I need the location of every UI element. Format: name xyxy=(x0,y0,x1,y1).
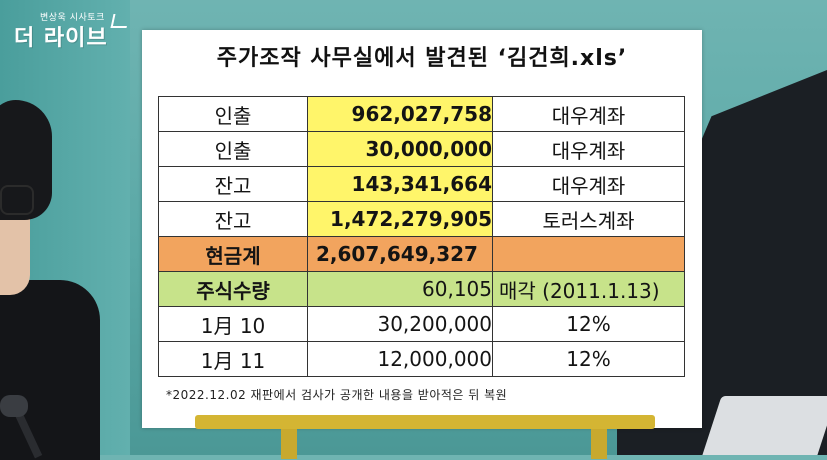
row-amount: 30,000,000 xyxy=(307,131,493,167)
row-label: 1月 11 xyxy=(158,341,308,377)
row-label: 잔고 xyxy=(158,166,308,202)
board-title: 주가조작 사무실에서 발견된 ‘김건희.xls’ xyxy=(216,46,628,71)
microphone xyxy=(0,395,43,459)
row-note: 12% xyxy=(492,341,685,377)
easel-leg-left xyxy=(281,429,297,459)
microphone-head xyxy=(0,395,28,417)
row-amount: 12,000,000 xyxy=(307,341,493,377)
easel-stand xyxy=(195,415,655,459)
presenter-glasses xyxy=(0,185,34,215)
row-label: 인출 xyxy=(158,131,308,167)
table-row: 잔고 143,341,664 대우계좌 xyxy=(158,166,685,202)
table-row: 인출 30,000,000 대우계좌 xyxy=(158,131,685,167)
laptop xyxy=(702,396,827,455)
row-amount: 962,027,758 xyxy=(307,96,493,132)
row-note: 대우계좌 xyxy=(492,96,685,132)
row-note: 매각 (2011.1.13) xyxy=(492,271,685,307)
table-row: 1月 10 30,200,000 12% xyxy=(158,306,685,342)
easel-leg-right xyxy=(591,429,607,459)
presenter-hair xyxy=(0,100,52,220)
row-amount: 1,472,279,905 xyxy=(307,201,493,237)
row-note xyxy=(492,236,685,272)
table-row-stock: 주식수량 60,105 매각 (2011.1.13) xyxy=(158,271,685,307)
row-amount: 30,200,000 xyxy=(307,306,493,342)
row-note: 12% xyxy=(492,306,685,342)
row-label: 주식수량 xyxy=(158,271,308,307)
table-row: 1月 11 12,000,000 12% xyxy=(158,341,685,377)
board-footnote: *2022.12.02 재판에서 검사가 공개한 내용을 받아적은 뒤 복원 xyxy=(166,388,508,402)
row-amount: 143,341,664 xyxy=(307,166,493,202)
presenter-body xyxy=(0,280,100,460)
row-label: 1月 10 xyxy=(158,306,308,342)
logo-title: 더 라이브 xyxy=(14,26,108,51)
easel-bar xyxy=(195,415,655,429)
row-note: 토러스계좌 xyxy=(492,201,685,237)
row-amount: 2,607,649,327 xyxy=(307,236,493,272)
logo-check-mark-icon xyxy=(110,14,130,28)
presentation-board: 주가조작 사무실에서 발견된 ‘김건희.xls’ 인출 962,027,758 … xyxy=(142,30,702,428)
table-row: 인출 962,027,758 대우계좌 xyxy=(158,96,685,132)
row-note: 대우계좌 xyxy=(492,131,685,167)
row-label: 현금계 xyxy=(158,236,308,272)
row-amount: 60,105 xyxy=(307,271,493,307)
table-row: 잔고 1,472,279,905 토러스계좌 xyxy=(158,201,685,237)
logo-subtitle: 변상욱 시사토크 xyxy=(40,13,105,23)
table-row-total: 현금계 2,607,649,327 xyxy=(158,236,685,272)
data-table: 인출 962,027,758 대우계좌 인출 30,000,000 대우계좌 잔… xyxy=(158,96,685,377)
row-note: 대우계좌 xyxy=(492,166,685,202)
show-logo: 변상욱 시사토크 더 라이브 xyxy=(14,10,134,60)
row-label: 잔고 xyxy=(158,201,308,237)
presenter xyxy=(0,90,100,460)
row-label: 인출 xyxy=(158,96,308,132)
